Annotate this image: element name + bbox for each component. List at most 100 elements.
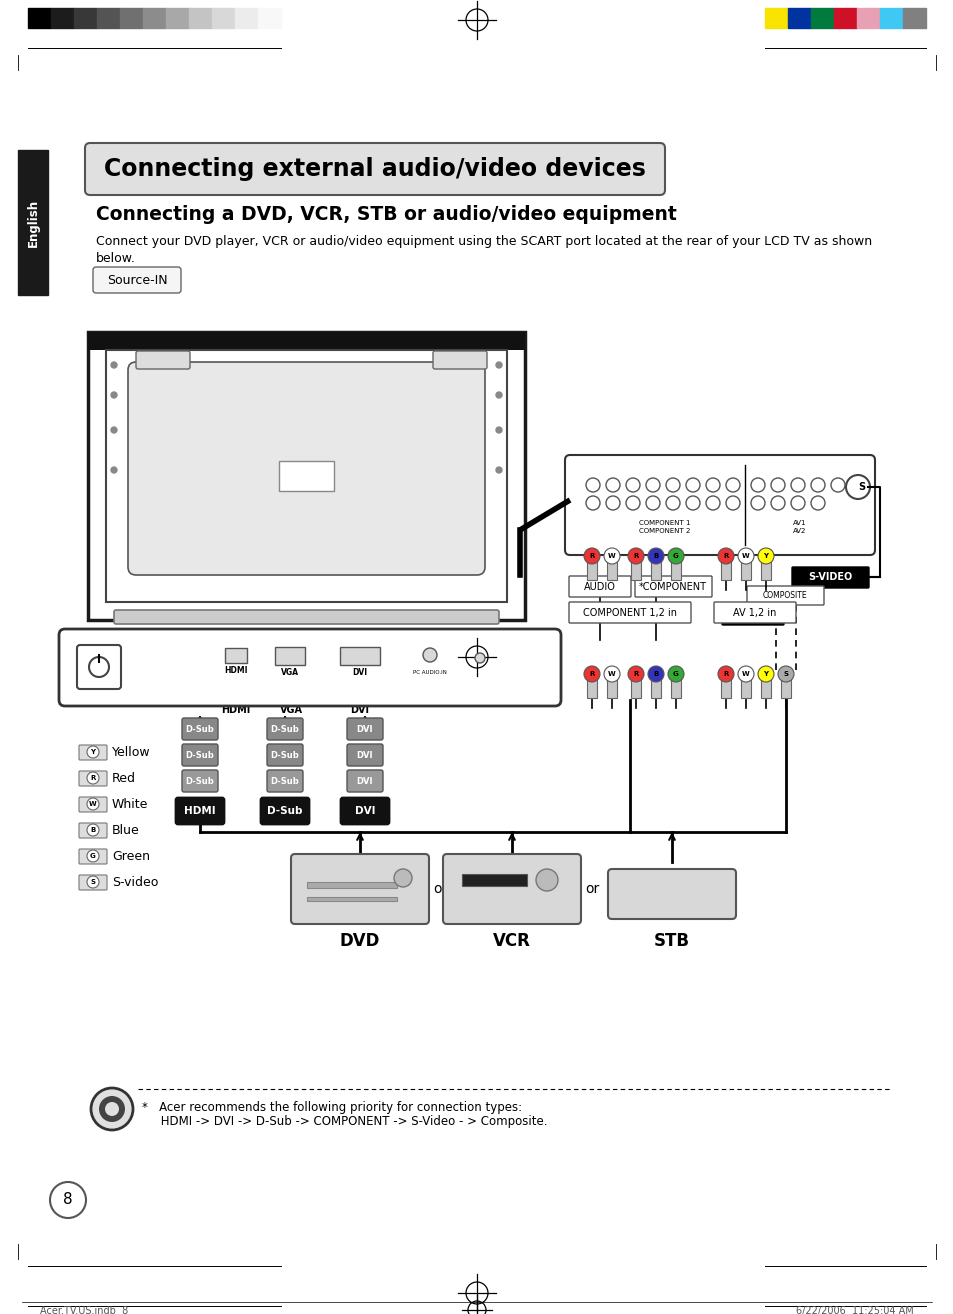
Circle shape bbox=[87, 876, 99, 888]
Circle shape bbox=[738, 548, 753, 564]
Text: Connecting a DVD, VCR, STB or audio/video equipment: Connecting a DVD, VCR, STB or audio/vide… bbox=[96, 205, 676, 223]
Circle shape bbox=[725, 495, 740, 510]
FancyBboxPatch shape bbox=[433, 351, 486, 369]
Bar bbox=[720, 675, 730, 698]
Bar bbox=[307, 897, 396, 901]
FancyBboxPatch shape bbox=[564, 455, 874, 555]
Circle shape bbox=[830, 478, 844, 491]
Circle shape bbox=[685, 478, 700, 491]
Text: B: B bbox=[653, 553, 658, 558]
Text: DVI: DVI bbox=[355, 805, 375, 816]
Text: AV 1,2 in: AV 1,2 in bbox=[733, 608, 776, 618]
Bar bbox=[764, 8, 787, 28]
Circle shape bbox=[665, 495, 679, 510]
Text: D-Sub: D-Sub bbox=[267, 805, 302, 816]
Bar bbox=[720, 558, 730, 579]
Bar bbox=[307, 882, 396, 888]
Text: Acer.TV.US.indb  8: Acer.TV.US.indb 8 bbox=[40, 1306, 128, 1314]
Circle shape bbox=[718, 548, 733, 564]
Text: D-Sub: D-Sub bbox=[186, 724, 214, 733]
FancyBboxPatch shape bbox=[79, 798, 107, 812]
Circle shape bbox=[87, 850, 99, 862]
Text: PC AUDIO.IN: PC AUDIO.IN bbox=[413, 670, 446, 675]
Circle shape bbox=[738, 666, 753, 682]
Bar bbox=[257, 8, 281, 28]
Text: S-video: S-video bbox=[112, 875, 158, 888]
Circle shape bbox=[422, 648, 436, 662]
Text: 6/22/2006  11:25:04 AM: 6/22/2006 11:25:04 AM bbox=[796, 1306, 913, 1314]
Bar bbox=[630, 558, 640, 579]
Circle shape bbox=[647, 548, 663, 564]
Bar bbox=[810, 8, 833, 28]
Circle shape bbox=[770, 478, 784, 491]
Text: D-Sub: D-Sub bbox=[271, 724, 299, 733]
Text: VGA: VGA bbox=[279, 706, 302, 715]
Bar bbox=[88, 332, 524, 620]
Circle shape bbox=[496, 427, 501, 434]
Bar bbox=[586, 558, 597, 579]
Text: HDMI: HDMI bbox=[184, 805, 215, 816]
FancyBboxPatch shape bbox=[340, 798, 389, 824]
Bar bbox=[461, 874, 526, 886]
Circle shape bbox=[536, 869, 558, 891]
FancyBboxPatch shape bbox=[267, 744, 303, 766]
FancyBboxPatch shape bbox=[791, 568, 868, 587]
Text: below.: below. bbox=[96, 252, 135, 265]
Circle shape bbox=[705, 495, 720, 510]
Text: R: R bbox=[633, 553, 638, 558]
Text: Blue: Blue bbox=[112, 824, 139, 837]
FancyBboxPatch shape bbox=[347, 770, 382, 792]
Circle shape bbox=[111, 361, 117, 368]
FancyBboxPatch shape bbox=[210, 629, 248, 662]
Bar bbox=[740, 558, 750, 579]
Circle shape bbox=[583, 548, 599, 564]
Circle shape bbox=[585, 495, 599, 510]
Text: S: S bbox=[782, 671, 788, 677]
Bar bbox=[833, 8, 856, 28]
Bar bbox=[630, 675, 640, 698]
Text: Green: Green bbox=[112, 849, 150, 862]
FancyBboxPatch shape bbox=[347, 717, 382, 740]
Text: Connecting external audio/video devices: Connecting external audio/video devices bbox=[104, 156, 645, 181]
Bar bbox=[902, 8, 925, 28]
Text: AUDIO: AUDIO bbox=[583, 582, 616, 593]
Bar bbox=[781, 675, 790, 698]
Text: COMPONENT 2: COMPONENT 2 bbox=[639, 528, 690, 533]
Text: S-VIDEO: S-VIDEO bbox=[807, 572, 851, 582]
Bar bbox=[97, 8, 120, 28]
Text: HDMI: HDMI bbox=[224, 666, 248, 675]
Text: S: S bbox=[858, 482, 864, 491]
Bar bbox=[650, 558, 660, 579]
Circle shape bbox=[627, 666, 643, 682]
Bar bbox=[28, 8, 51, 28]
Bar bbox=[120, 8, 143, 28]
Circle shape bbox=[99, 1096, 125, 1122]
Text: or: or bbox=[584, 882, 598, 896]
FancyBboxPatch shape bbox=[59, 629, 560, 706]
Circle shape bbox=[705, 478, 720, 491]
Text: W: W bbox=[741, 671, 749, 677]
FancyBboxPatch shape bbox=[267, 717, 303, 740]
FancyBboxPatch shape bbox=[182, 717, 218, 740]
Text: Y: Y bbox=[762, 671, 768, 677]
Text: DVI: DVI bbox=[352, 668, 367, 677]
FancyBboxPatch shape bbox=[182, 744, 218, 766]
Text: G: G bbox=[673, 671, 679, 677]
FancyBboxPatch shape bbox=[635, 576, 711, 597]
Circle shape bbox=[496, 361, 501, 368]
Circle shape bbox=[790, 478, 804, 491]
Circle shape bbox=[667, 666, 683, 682]
Text: VCR: VCR bbox=[493, 932, 531, 950]
Circle shape bbox=[718, 666, 733, 682]
Circle shape bbox=[605, 478, 619, 491]
FancyBboxPatch shape bbox=[442, 854, 580, 924]
Circle shape bbox=[750, 495, 764, 510]
Bar bbox=[166, 8, 189, 28]
Circle shape bbox=[105, 1102, 119, 1116]
FancyBboxPatch shape bbox=[568, 576, 630, 597]
Circle shape bbox=[87, 773, 99, 784]
Circle shape bbox=[585, 478, 599, 491]
Circle shape bbox=[496, 466, 501, 473]
Circle shape bbox=[750, 478, 764, 491]
Circle shape bbox=[770, 495, 784, 510]
